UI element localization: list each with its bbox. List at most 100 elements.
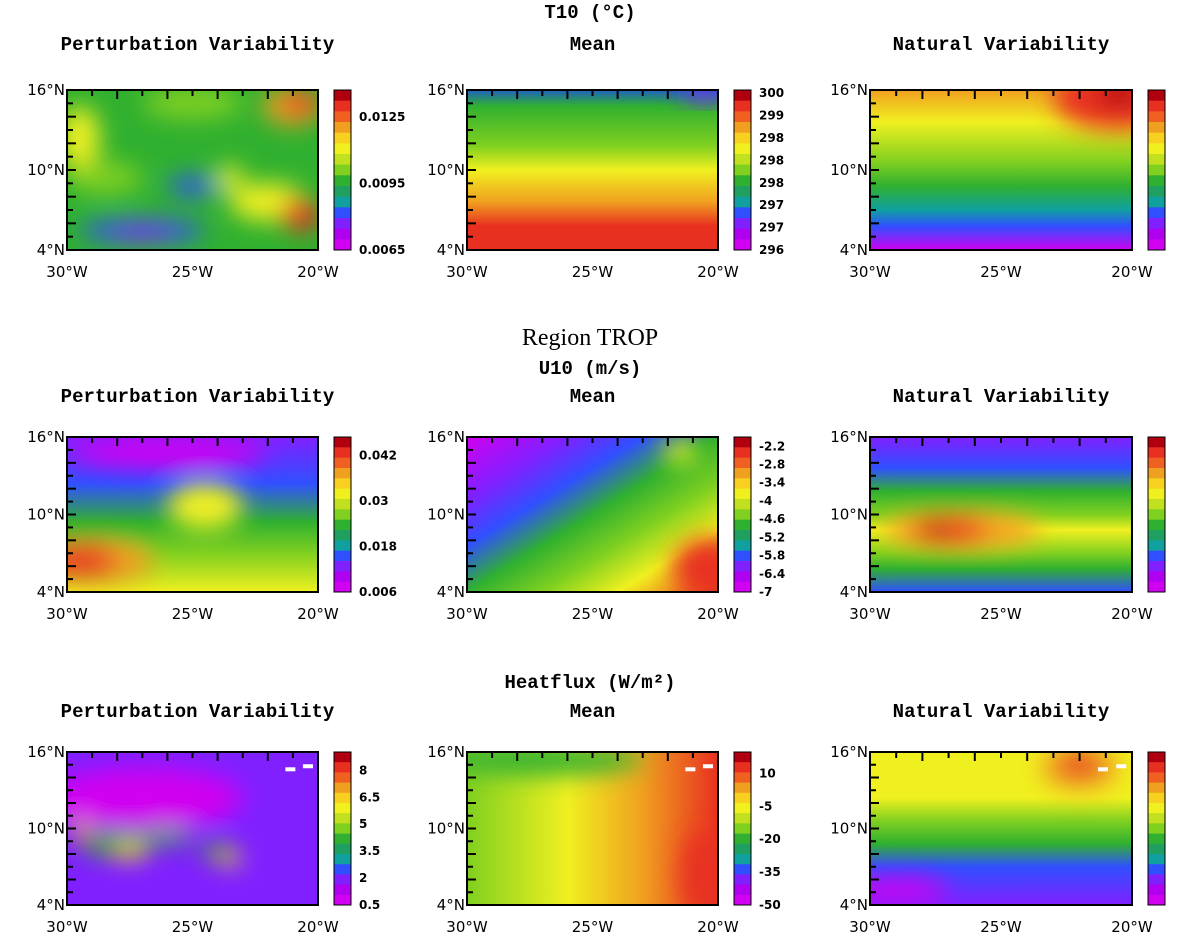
row-title: U10 (m/s) <box>539 358 642 380</box>
colorbar-segment <box>734 752 751 763</box>
x-tick-label: 20°W <box>1111 918 1153 936</box>
colorbar-segment <box>734 823 751 835</box>
colorbar-segment <box>334 519 351 531</box>
colorbar-segment <box>334 218 351 230</box>
y-tick-label: 10°N <box>830 820 868 838</box>
y-tick-label: 16°N <box>427 81 465 99</box>
colorbar-label: 298 <box>759 153 784 167</box>
colorbar-segment <box>734 864 751 875</box>
colorbar-segment <box>1148 111 1165 123</box>
colorbar-label: -6.4 <box>759 567 785 581</box>
colorbar-frame <box>333 89 352 251</box>
colorbar-segment <box>734 218 751 230</box>
y-tick-label: 10°N <box>27 161 65 179</box>
colorbar-segment <box>1148 540 1165 552</box>
colorbar-segment <box>734 571 751 583</box>
y-tick-label: 16°N <box>427 743 465 761</box>
colorbar-segment <box>334 561 351 572</box>
colorbar-segment <box>1148 762 1165 773</box>
colorbar-segment <box>734 540 751 552</box>
x-tick-label: 20°W <box>697 263 739 281</box>
colorbar-segment <box>334 132 351 144</box>
colorbar-segment <box>1148 823 1165 835</box>
x-tick-label: 25°W <box>572 605 614 623</box>
colorbar-segment <box>334 813 351 824</box>
colorbar-segment <box>734 509 751 521</box>
x-tick-label: 20°W <box>297 263 339 281</box>
colorbar-label: 3.5 <box>359 844 380 858</box>
colorbar-segment <box>1148 581 1165 593</box>
colorbar-segment <box>334 111 351 123</box>
colorbar-segment <box>334 833 351 845</box>
colorbar-label: 0.018 <box>359 540 397 554</box>
colorbar-segment <box>1148 550 1165 562</box>
y-tick-label: 4°N <box>840 583 868 601</box>
colorbar-segment <box>334 196 351 208</box>
colorbar-segment <box>734 550 751 562</box>
colorbar-segment <box>334 207 351 219</box>
colorbar-segment <box>1148 122 1165 134</box>
contour-field <box>67 752 318 905</box>
colorbar-segment <box>734 874 751 886</box>
colorbar-segment <box>334 894 351 906</box>
x-tick-label: 25°W <box>172 918 214 936</box>
colorbar-segment <box>1148 519 1165 531</box>
colorbar-label: -35 <box>759 865 781 879</box>
y-tick-label: 16°N <box>830 428 868 446</box>
x-tick-label: 20°W <box>697 605 739 623</box>
colorbar-label: 298 <box>759 176 784 190</box>
colorbar-segment <box>334 550 351 562</box>
colorbar-segment <box>734 457 751 469</box>
colorbar-segment <box>1148 239 1165 251</box>
colorbar-segment <box>1148 100 1165 112</box>
colorbar-segment <box>734 239 751 251</box>
colorbar-segment <box>334 154 351 166</box>
colorbar-segment <box>734 530 751 541</box>
colorbar-segment <box>734 122 751 134</box>
contour-field <box>467 752 718 905</box>
x-tick-label: 30°W <box>446 263 488 281</box>
colorbar-segment <box>734 154 751 166</box>
y-tick-label: 10°N <box>427 506 465 524</box>
colorbar-segment <box>334 164 351 176</box>
colorbar-segment <box>734 132 751 144</box>
colorbar-label: 297 <box>759 221 784 235</box>
colorbar-label: -5.2 <box>759 530 785 544</box>
missing-data <box>702 764 713 769</box>
colorbar-segment <box>334 864 351 875</box>
colorbar-segment <box>1148 561 1165 572</box>
colorbar-segment <box>734 833 751 845</box>
y-tick-label: 10°N <box>427 161 465 179</box>
panel-subtitle: Mean <box>570 386 616 408</box>
colorbar-segment <box>1148 833 1165 845</box>
colorbar-label: 300 <box>759 86 784 100</box>
colorbar-segment <box>334 228 351 240</box>
missing-data <box>685 767 696 772</box>
colorbar-segment <box>734 894 751 906</box>
colorbar-segment <box>334 752 351 763</box>
colorbar-segment <box>334 803 351 814</box>
y-tick-label: 4°N <box>437 583 465 601</box>
colorbar-segment <box>1148 207 1165 219</box>
colorbar-segment <box>1148 884 1165 896</box>
colorbar-segment <box>334 571 351 583</box>
colorbar-segment <box>1148 457 1165 469</box>
colorbar-label: 299 <box>759 109 784 123</box>
colorbar-segment <box>1148 196 1165 208</box>
colorbar-segment <box>334 488 351 500</box>
colorbar-segment <box>734 519 751 531</box>
colorbar-segment <box>334 239 351 251</box>
region-title: Region TROP <box>522 325 658 351</box>
contour-field <box>467 437 718 592</box>
missing-data <box>285 767 296 772</box>
colorbar-segment <box>334 499 351 510</box>
colorbar-segment <box>1148 154 1165 166</box>
missing-data <box>302 764 313 769</box>
colorbar-segment <box>1148 813 1165 824</box>
colorbar-label: -2.8 <box>759 458 785 472</box>
missing-data <box>1116 764 1127 769</box>
colorbar-segment <box>734 561 751 572</box>
panel-subtitle: Natural Variability <box>893 34 1110 56</box>
x-tick-label: 30°W <box>46 263 88 281</box>
colorbar-segment <box>734 228 751 240</box>
